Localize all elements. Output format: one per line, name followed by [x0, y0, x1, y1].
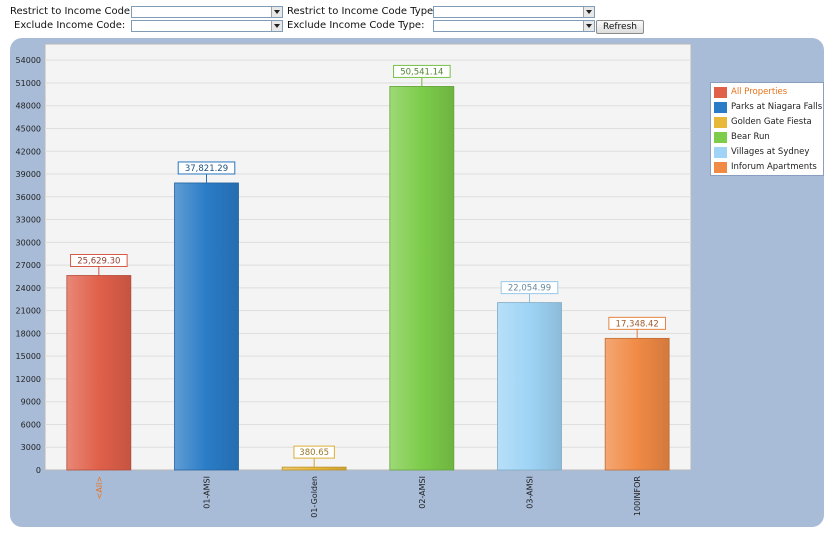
chevron-down-icon[interactable]: [583, 21, 594, 31]
value-label-box: [608, 316, 666, 330]
restrict-income-code-type-label: Restrict to Income Code Type:: [287, 6, 437, 17]
y-tick-label: 42000: [16, 147, 41, 156]
legend-label: All Properties: [731, 87, 788, 97]
y-tick-label: 30000: [16, 238, 41, 247]
legend-swatch: [714, 132, 727, 143]
y-tick-label: 0: [36, 466, 41, 475]
legend-swatch: [714, 162, 727, 173]
y-tick-label: 15000: [16, 352, 41, 361]
legend-item: Villages at Sydney: [714, 146, 822, 159]
y-tick-label: 6000: [21, 420, 41, 429]
legend-item: Golden Gate Fiesta: [714, 116, 822, 129]
bar: [604, 337, 670, 471]
x-tick-label: 02-AMSI: [418, 476, 427, 509]
restrict-income-code-label: Restrict to Income Code:: [10, 6, 134, 17]
legend-item: Inforum Apartments: [714, 161, 822, 174]
y-tick-label: 54000: [16, 56, 41, 65]
y-tick-label: 18000: [16, 329, 41, 338]
restrict-income-code-select[interactable]: [131, 6, 283, 18]
legend-swatch: [714, 147, 727, 158]
plot-area: [44, 43, 692, 471]
x-tick-label: 03-AMSI: [526, 476, 535, 509]
y-tick-label: 12000: [16, 375, 41, 384]
exclude-income-code-type-select[interactable]: [433, 20, 595, 32]
x-tick-label: 01-Golden: [310, 476, 319, 518]
y-tick-label: 9000: [21, 398, 41, 407]
bar: [281, 466, 347, 471]
value-label: 380.65: [299, 448, 329, 458]
chart-legend: All Properties Parks at Niagara Falls Gold…: [710, 82, 824, 176]
exclude-income-code-label: Exclude Income Code:: [14, 20, 126, 31]
y-tick-label: 33000: [16, 216, 41, 225]
y-tick-label: 21000: [16, 307, 41, 316]
value-label-box: [393, 64, 451, 78]
legend-item: Parks at Niagara Falls: [714, 101, 822, 114]
y-tick-label: 51000: [16, 79, 41, 88]
legend-label: Villages at Sydney: [731, 147, 810, 157]
legend-swatch: [714, 102, 727, 113]
y-tick-label: 48000: [16, 102, 41, 111]
x-axis-ticks: <All> 01-AMSI 01-Golden 02-AMSI 03-AMSI 100IN…: [95, 476, 642, 518]
exclude-income-code-type-label: Exclude Income Code Type:: [287, 20, 425, 31]
value-label-box: [293, 445, 335, 459]
bars: [66, 86, 670, 471]
y-tick-label: 45000: [16, 124, 41, 133]
value-label: 17,348.42: [616, 319, 659, 329]
value-label: 25,629.30: [77, 256, 120, 266]
chart-panel: 0 3000 6000 9000 12000 15000 18000 21000 24000 27…: [10, 38, 824, 527]
y-tick-label: 27000: [16, 261, 41, 270]
y-tick-label: 36000: [16, 193, 41, 202]
x-tick-label: <All>: [95, 476, 104, 499]
value-label: 50,541.14: [400, 67, 443, 77]
chevron-down-icon[interactable]: [583, 7, 594, 17]
gridlines: [45, 59, 691, 448]
y-tick-label: 24000: [16, 284, 41, 293]
legend-label: Bear Run: [731, 132, 770, 142]
value-label-box: [177, 161, 236, 175]
bar: [497, 302, 562, 471]
filter-row-restrict: Restrict to Income Code: Restrict to Inc…: [0, 5, 830, 19]
filter-row-exclude: Exclude Income Code: Exclude Income Code…: [0, 19, 830, 33]
legend-swatch: [714, 117, 727, 128]
value-labels: 25,629.30 37,821.29 380.65 50,541.14 22,054.…: [70, 64, 666, 468]
restrict-income-code-type-select[interactable]: [433, 6, 595, 18]
x-tick-label: 100INFOR: [633, 476, 642, 517]
value-label: 22,054.99: [508, 284, 551, 294]
value-label-box: [70, 253, 128, 267]
exclude-income-code-select[interactable]: [131, 20, 283, 32]
legend-swatch: [714, 87, 727, 98]
value-label-box: [500, 281, 559, 295]
legend-label: Golden Gate Fiesta: [731, 117, 812, 127]
legend-item: Bear Run: [714, 131, 822, 144]
legend-label: Inforum Apartments: [731, 162, 817, 172]
y-axis-ticks: 0 3000 6000 9000 12000 15000 18000 21000 24000 27…: [16, 56, 41, 475]
bar-chart: 0 3000 6000 9000 12000 15000 18000 21000 24000 27…: [16, 43, 692, 518]
chevron-down-icon[interactable]: [271, 21, 282, 31]
y-tick-label: 3000: [21, 443, 41, 452]
bar: [174, 182, 239, 471]
x-tick-label: 01-AMSI: [203, 476, 212, 509]
legend-item: All Properties: [714, 86, 822, 99]
bar: [66, 275, 132, 471]
chevron-down-icon[interactable]: [271, 7, 282, 17]
y-tick-label: 39000: [16, 170, 41, 179]
legend-label: Parks at Niagara Falls: [731, 102, 823, 112]
bar: [389, 86, 455, 471]
value-label: 37,821.29: [185, 164, 228, 174]
refresh-button[interactable]: Refresh: [596, 20, 644, 34]
